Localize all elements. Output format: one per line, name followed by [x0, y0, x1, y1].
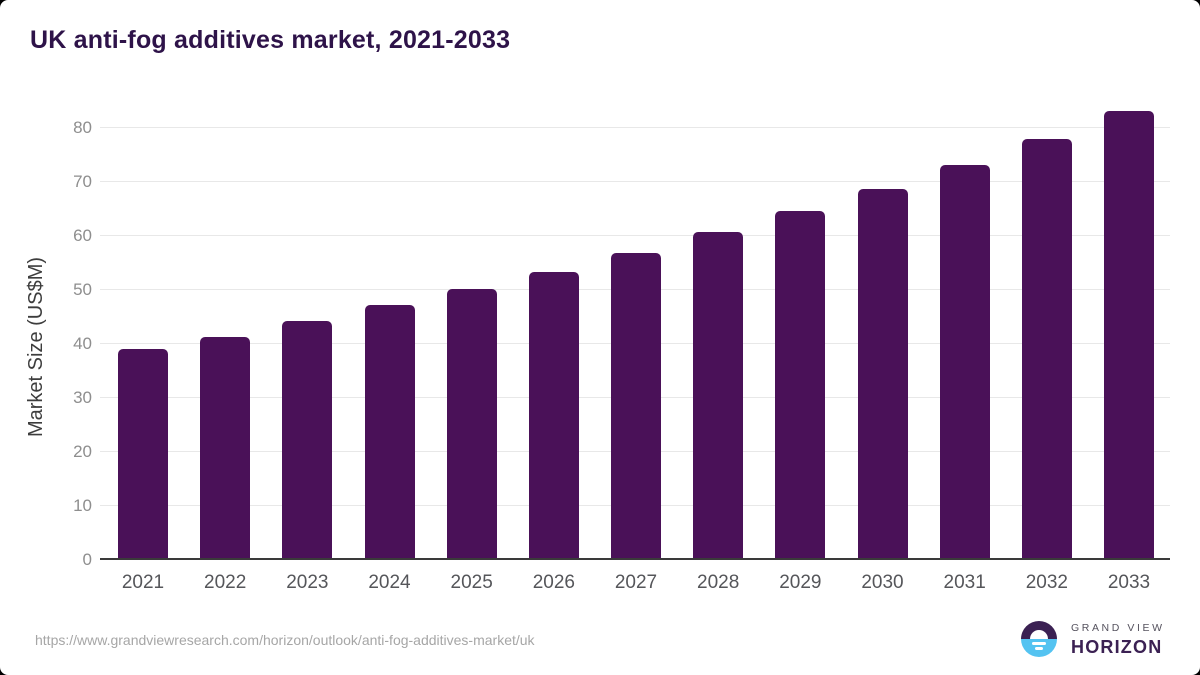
reflection-line-2: [1035, 647, 1043, 650]
gridline-60: [100, 235, 1170, 236]
y-tick-label-10: 10: [73, 496, 92, 515]
x-tick-label-2032: 2032: [1025, 572, 1068, 593]
logo-text: GRAND VIEW HORIZON: [1071, 622, 1165, 658]
bar-2028[interactable]: [693, 232, 744, 559]
y-tick-label-50: 50: [73, 280, 92, 299]
y-tick-label-80: 80: [73, 118, 92, 137]
bar-2026[interactable]: [528, 271, 579, 559]
x-tick-label-2029: 2029: [779, 572, 822, 593]
x-tick-label-2025: 2025: [450, 572, 493, 593]
y-tick-label-70: 70: [73, 172, 92, 191]
bar-2029[interactable]: [775, 211, 826, 559]
bar-2032[interactable]: [1021, 138, 1072, 559]
y-tick-label-40: 40: [73, 334, 92, 353]
x-tick-label-2031: 2031: [943, 572, 986, 593]
reflection-line-1: [1032, 642, 1046, 645]
x-tick-label-2026: 2026: [532, 572, 575, 593]
bar-2022[interactable]: [200, 337, 251, 559]
x-tick-label-2027: 2027: [614, 572, 658, 593]
gridline-70: [100, 181, 1170, 182]
bar-2025[interactable]: [446, 289, 497, 559]
bar-2033[interactable]: [1104, 111, 1154, 559]
x-tick-label-2022: 2022: [204, 572, 247, 593]
brand-logo: GRAND VIEW HORIZON: [1021, 620, 1171, 658]
y-tick-label-0: 0: [82, 550, 92, 569]
bar-2027[interactable]: [611, 253, 661, 559]
logo-grand-view-label: GRAND VIEW: [1071, 622, 1165, 634]
sun-dome-shape: [1030, 630, 1048, 639]
x-tick-label-2021: 2021: [121, 572, 165, 593]
bar-2024[interactable]: [364, 305, 415, 559]
x-tick-label-2024: 2024: [368, 572, 411, 593]
x-axis-line: [100, 558, 1170, 560]
horizon-sun-icon: [1021, 621, 1057, 657]
bar-2031[interactable]: [939, 165, 990, 559]
chart-title: UK anti-fog additives market, 2021-2033: [30, 26, 511, 54]
x-tick-label-2030: 2030: [861, 572, 904, 593]
bar-2021[interactable]: [118, 349, 168, 559]
gridline-80: [100, 127, 1170, 128]
y-tick-label-60: 60: [73, 226, 92, 245]
logo-horizon-label: HORIZON: [1071, 637, 1163, 657]
y-tick-label-30: 30: [73, 388, 92, 407]
bar-2023[interactable]: [282, 321, 333, 559]
bar-2030[interactable]: [857, 189, 908, 559]
x-tick-label-2033: 2033: [1107, 572, 1151, 593]
x-tick-label-2028: 2028: [697, 572, 740, 593]
source-url: https://www.grandviewresearch.com/horizo…: [35, 632, 535, 648]
y-tick-label-20: 20: [73, 442, 92, 461]
x-tick-label-2023: 2023: [286, 572, 329, 593]
